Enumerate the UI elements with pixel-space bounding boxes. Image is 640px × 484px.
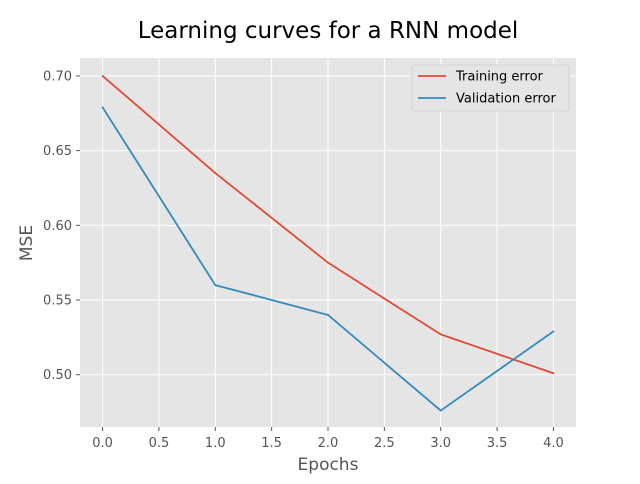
y-axis-ticks: 0.50 0.55 0.60 0.65 0.70 (43, 69, 80, 383)
data-point-validation-error (214, 284, 217, 286)
data-point-validation-error (327, 314, 329, 316)
data-point-validation-error (552, 330, 555, 333)
x-tick-label: 1.0 (205, 436, 226, 451)
data-point-training-error (214, 172, 217, 174)
x-tick-label: 0.0 (92, 436, 113, 451)
legend-label-validation-error: Validation error (456, 92, 556, 107)
x-axis-label: Epochs (298, 455, 359, 475)
data-point-training-error (327, 261, 329, 264)
data-point-training-error (101, 75, 104, 77)
y-axis-label: MSE (17, 225, 37, 261)
x-tick-label: 3.5 (487, 436, 508, 451)
grid-layer (80, 58, 576, 427)
y-tick-label: 0.55 (43, 294, 72, 309)
x-tick-label: 0.5 (149, 436, 170, 451)
x-tick-label: 1.5 (261, 436, 282, 451)
legend: Training error Validation error (411, 64, 570, 112)
legend-label-training-error: Training error (455, 70, 544, 85)
x-tick-label: 2.5 (374, 436, 395, 451)
x-tick-label: 2.0 (318, 436, 339, 451)
y-tick-label: 0.65 (43, 144, 72, 159)
x-tick-label: 4.0 (543, 436, 564, 451)
y-tick-label: 0.60 (43, 219, 72, 234)
x-tick-label: 3.0 (430, 436, 451, 451)
y-tick-label: 0.50 (43, 368, 72, 383)
x-axis-ticks: 0.0 0.5 1.0 1.5 2.0 2.5 3.0 3.5 4.0 (92, 427, 564, 451)
legend-entries: Training error Validation error (418, 70, 556, 107)
data-point-validation-error (439, 409, 442, 412)
y-tick-label: 0.70 (43, 69, 72, 84)
data-point-training-error (552, 372, 555, 375)
legend-box (411, 64, 570, 112)
data-point-validation-error (101, 106, 104, 109)
chart-title: Learning curves for a RNN model (138, 18, 519, 44)
data-point-training-error (439, 333, 442, 336)
series-layer (101, 75, 555, 412)
